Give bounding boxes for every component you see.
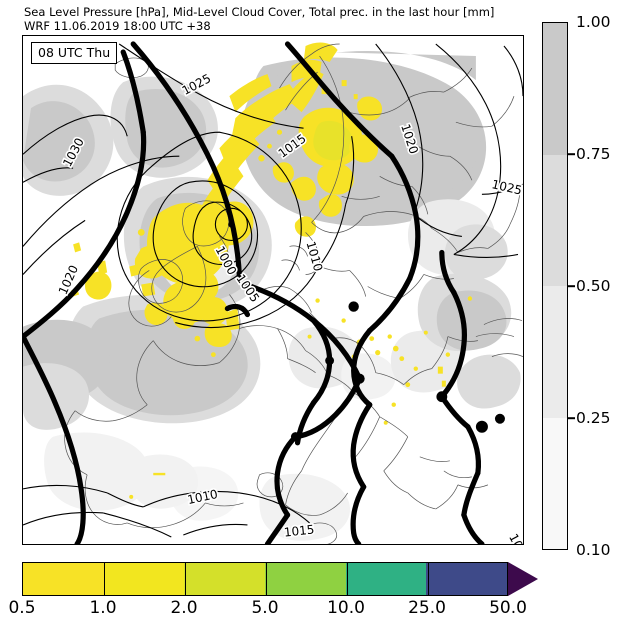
precip-divider-1	[104, 563, 106, 595]
precip-divider-2	[185, 563, 187, 595]
cloud-tick-label-0.10: 0.10	[576, 541, 611, 559]
cloud-tick-mark-0.50	[568, 285, 575, 287]
cloud-band-3	[543, 417, 567, 549]
precip-divider-5	[428, 563, 430, 595]
cloud-band-2	[543, 286, 567, 418]
precip-band-4	[345, 563, 427, 595]
precipitation-colorbar	[22, 562, 508, 596]
precip-band-2	[184, 563, 265, 595]
weather-map-canvas: 1030102510151020100010051010102010301025…	[23, 36, 523, 544]
pressure-contour-1015-emphasized	[23, 41, 485, 544]
cloud-band-1	[543, 154, 567, 286]
title-line-1: Sea Level Pressure [hPa], Mid-Level Clou…	[24, 5, 495, 19]
contour-nodes	[290, 301, 505, 442]
precip-tick-label-50.0: 50.0	[489, 598, 527, 618]
title-line-2: WRF 11.06.2019 18:00 UTC +38	[24, 19, 211, 33]
precip-divider-3	[266, 563, 268, 595]
cloud-tick-label-0.75: 0.75	[576, 145, 611, 163]
cloud-band-0	[543, 23, 567, 155]
precip-tick-label-0.5: 0.5	[8, 598, 36, 618]
cloud-cover-colorbar[interactable]	[542, 22, 568, 550]
precip-band-1	[103, 563, 185, 595]
cloud-tick-label-0.25: 0.25	[576, 409, 611, 427]
cloud-tick-mark-0.25	[568, 417, 575, 419]
contour-label-1015-11: 1015	[283, 522, 315, 539]
precip-band-3	[264, 563, 346, 595]
precip-tick-label-5.0: 5.0	[251, 598, 279, 618]
precipitation-colorbar-extend-arrow	[508, 562, 538, 596]
figure-title: Sea Level Pressure [hPa], Mid-Level Clou…	[24, 5, 524, 33]
cloud-tick-label-0.50: 0.50	[576, 277, 611, 295]
coastlines-and-borders	[64, 43, 523, 544]
precip-tick-label-1.0: 1.0	[89, 598, 117, 618]
precipitation-colorbar-wrap[interactable]	[22, 562, 538, 596]
cloud-tick-label-1.00: 1.00	[576, 13, 611, 31]
precip-band-5	[426, 563, 507, 595]
precip-tick-label-25.0: 25.0	[408, 598, 446, 618]
precip-band-0	[23, 563, 104, 595]
precip-tick-label-2.0: 2.0	[170, 598, 198, 618]
weather-map-panel[interactable]: 1030102510151020100010051010102010301025…	[22, 35, 524, 545]
cloud-cover-colorbar-ticks: 1.00 0.75 0.50 0.25 0.10	[568, 13, 618, 559]
pressure-contours	[23, 43, 523, 538]
precip-divider-4	[347, 563, 349, 595]
cloud-tick-mark-0.75	[568, 153, 575, 155]
valid-time-label: 08 UTC Thu	[31, 42, 118, 64]
precipitation-colorbar-ticks: 0.5 1.0 2.0 5.0 10.0 25.0 50.0	[0, 598, 618, 621]
precip-tick-label-10.0: 10.0	[327, 598, 365, 618]
